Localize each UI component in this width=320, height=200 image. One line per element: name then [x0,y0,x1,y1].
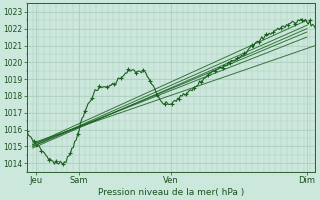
X-axis label: Pression niveau de la mer( hPa ): Pression niveau de la mer( hPa ) [98,188,244,197]
